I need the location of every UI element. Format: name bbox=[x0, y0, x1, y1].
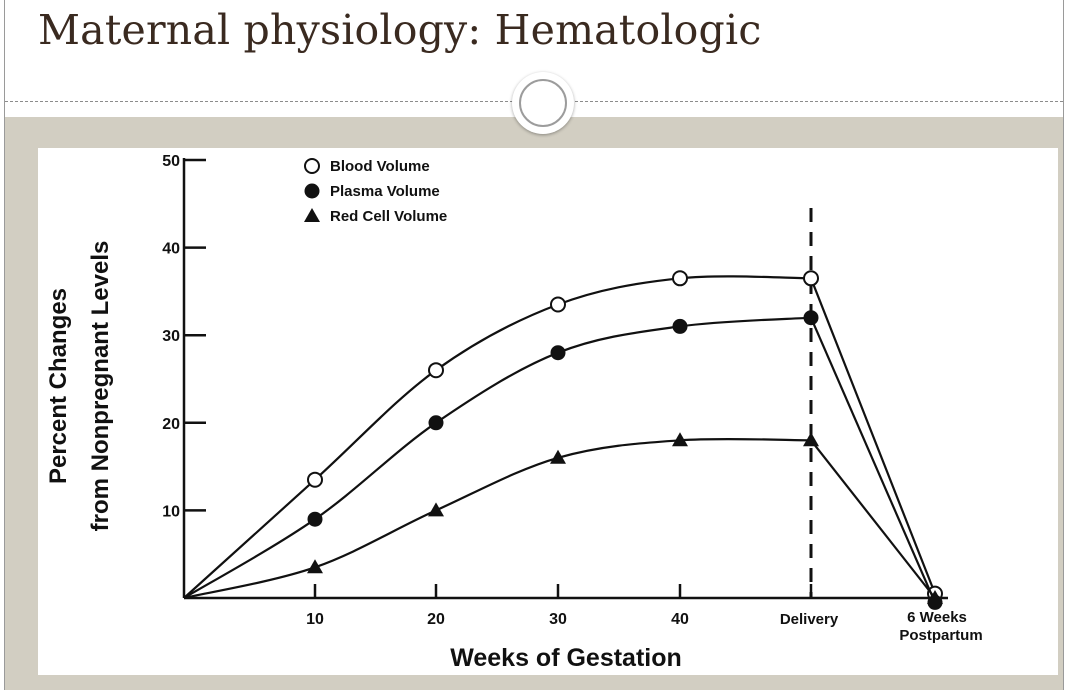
series-postpartum-drop bbox=[810, 439, 936, 599]
data-point-open-circle bbox=[304, 158, 320, 174]
data-point-triangle bbox=[304, 208, 320, 222]
x-tick-label: 40 bbox=[671, 611, 689, 628]
x-tick-label: 10 bbox=[306, 611, 324, 628]
y-tick-label: 20 bbox=[162, 416, 180, 433]
data-point-open-circle bbox=[672, 270, 688, 287]
series-red-cell-volume bbox=[183, 432, 943, 604]
chart-legend: Blood Volume Plasma Volume Red Cell Volume bbox=[304, 158, 447, 225]
data-point-triangle bbox=[672, 432, 688, 447]
data-point-filled-circle bbox=[307, 511, 323, 527]
legend-label: Plasma Volume bbox=[330, 183, 440, 200]
y-axis-title-line2: from Nonpregnant Levels bbox=[87, 241, 114, 532]
slide-frame bbox=[4, 0, 1064, 690]
x-axis-title: Weeks of Gestation bbox=[450, 644, 682, 672]
circle-ornament-icon bbox=[512, 72, 574, 134]
data-point-filled-circle bbox=[550, 345, 566, 361]
series-layer bbox=[183, 270, 943, 610]
series-line bbox=[183, 437, 812, 600]
x-tick-label: Postpartum bbox=[899, 627, 982, 644]
x-tick-label: 30 bbox=[549, 611, 567, 628]
chart-axes bbox=[182, 158, 948, 600]
legend-label: Blood Volume bbox=[330, 158, 430, 175]
chart-panel: 10 20 30 40 50 10 20 30 40 Delivery 6 Weeks Postpa… bbox=[38, 148, 1058, 675]
series-postpartum-drop bbox=[809, 317, 937, 603]
data-point-triangle bbox=[803, 432, 819, 447]
y-tick-label: 40 bbox=[162, 241, 180, 258]
x-tick-label: 20 bbox=[427, 611, 445, 628]
series-postpartum-drop bbox=[809, 277, 937, 595]
data-point-open-circle bbox=[803, 270, 819, 287]
data-point-triangle bbox=[428, 502, 444, 517]
data-point-triangle bbox=[307, 559, 323, 574]
data-point-open-circle bbox=[550, 296, 566, 313]
series-line bbox=[183, 316, 812, 599]
data-point-filled-circle bbox=[672, 318, 688, 334]
hematologic-chart: 10 20 30 40 50 10 20 30 40 Delivery 6 WeeksPostpa… bbox=[45, 153, 983, 672]
y-tick-label: 30 bbox=[162, 328, 180, 345]
series-blood-volume bbox=[183, 270, 943, 602]
data-point-filled-circle bbox=[803, 310, 819, 326]
y-axis-title-line1: Percent Changes bbox=[45, 288, 72, 484]
y-tick-label: 10 bbox=[162, 503, 180, 520]
data-point-triangle bbox=[550, 449, 566, 464]
y-tick-label: 50 bbox=[162, 153, 180, 170]
data-point-filled-circle bbox=[304, 183, 320, 199]
x-tick-label: Delivery bbox=[780, 611, 839, 628]
legend-label: Red Cell Volume bbox=[330, 208, 447, 225]
data-point-open-circle bbox=[428, 362, 444, 379]
data-point-open-circle bbox=[307, 471, 323, 488]
slide-title: Maternal physiology: Hematologic bbox=[38, 6, 762, 54]
data-point-filled-circle bbox=[428, 415, 444, 431]
data-point-triangle bbox=[927, 590, 943, 604]
x-tick-label: 6 Weeks bbox=[907, 609, 967, 626]
y-ticks: 10 20 30 40 50 bbox=[162, 153, 206, 520]
series-line bbox=[183, 275, 812, 599]
ornament-ring bbox=[519, 79, 567, 127]
